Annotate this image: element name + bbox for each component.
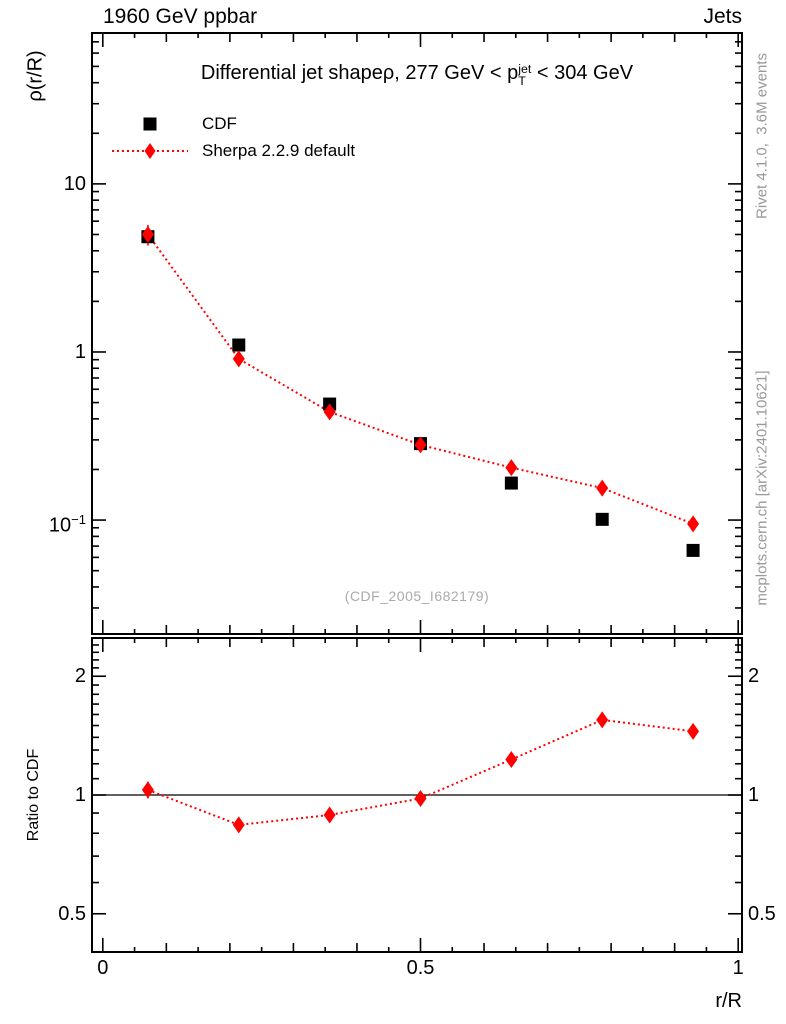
plot-title-suffix: < 304 GeV [531, 62, 634, 84]
x-tick-label: 0 [97, 957, 109, 979]
x-axis-title: r/R [715, 990, 742, 1012]
rivet-version-credit: Rivet 4.1.0, 3.6M events [753, 53, 771, 219]
main-y-tick-label: 10−1 [48, 512, 86, 537]
sherpa-line-ratio [147, 718, 694, 826]
main-y-axis-title: ρ(r/R) [24, 50, 47, 102]
x-tick-label: 0.5 [406, 957, 435, 979]
plot-title-text: Differential jet shapeρ, 277 GeV < p [200, 62, 519, 84]
ratio-y-tick-label-right: 2 [748, 665, 760, 688]
pt-subscript: T [518, 74, 526, 89]
ratio-y-tick-label: 2 [74, 665, 86, 688]
legend-entry-sherpa: Sherpa 2.2.9 default [110, 137, 355, 164]
sherpa-marker-icon [112, 142, 188, 159]
sherpa-ratio-marker [414, 789, 427, 807]
sherpa-data-marker [414, 436, 427, 454]
legend-label-sherpa: Sherpa 2.2.9 default [202, 140, 356, 160]
ratio-y-tick-label: 0.5 [58, 902, 86, 925]
ratio-y-tick-label-right: 0.5 [748, 902, 776, 925]
x-tick-label: 1 [732, 957, 744, 979]
sherpa-ratio-marker [505, 751, 518, 769]
cdf-marker-icon [143, 117, 157, 130]
cdf-data-marker [232, 338, 246, 352]
sherpa-ratio-marker [141, 781, 154, 799]
mcplots-arxiv-credit: mcplots.cern.ch [arXiv:2401.10621] [753, 370, 771, 606]
cdf-data-marker [504, 476, 518, 490]
sherpa-data-marker [232, 350, 245, 368]
sherpa-ratio-marker [232, 816, 245, 834]
sherpa-ratio-marker [687, 722, 700, 740]
legend-entry-cdf: CDF [110, 110, 355, 137]
beam-energy-label: 1960 GeV ppbar [103, 5, 258, 28]
sherpa-data-marker [596, 479, 609, 497]
main-y-tick-label: 1 [74, 340, 86, 363]
main-panel-frame [91, 32, 743, 635]
sherpa-data-marker [687, 515, 700, 533]
ratio-y-tick-label: 1 [74, 784, 86, 806]
pt-jet-sub-sup: jet T [518, 61, 532, 89]
sherpa-ratio-marker [596, 711, 609, 729]
sherpa-line-main [147, 233, 694, 525]
cdf-data-marker [686, 543, 700, 557]
cdf-data-marker [595, 512, 609, 526]
sherpa-ratio-marker [323, 806, 336, 824]
analysis-group-label: Jets [703, 5, 742, 28]
sherpa-data-marker [141, 225, 154, 243]
legend: CDF Sherpa 2.2.9 default [110, 110, 355, 164]
plot-title: Differential jet shapeρ, 277 GeV < p jet T… [92, 62, 742, 88]
main-y-tick-label: 10 [63, 172, 86, 195]
pt-superscript: jet [518, 61, 532, 76]
ratio-y-tick-label-right: 1 [748, 784, 760, 806]
exponent: −1 [71, 512, 86, 528]
sherpa-data-marker [323, 403, 336, 421]
legend-label-cdf: CDF [202, 113, 237, 133]
sherpa-data-marker [505, 459, 518, 477]
analysis-id-watermark: (CDF_2005_I682179) [344, 588, 490, 604]
